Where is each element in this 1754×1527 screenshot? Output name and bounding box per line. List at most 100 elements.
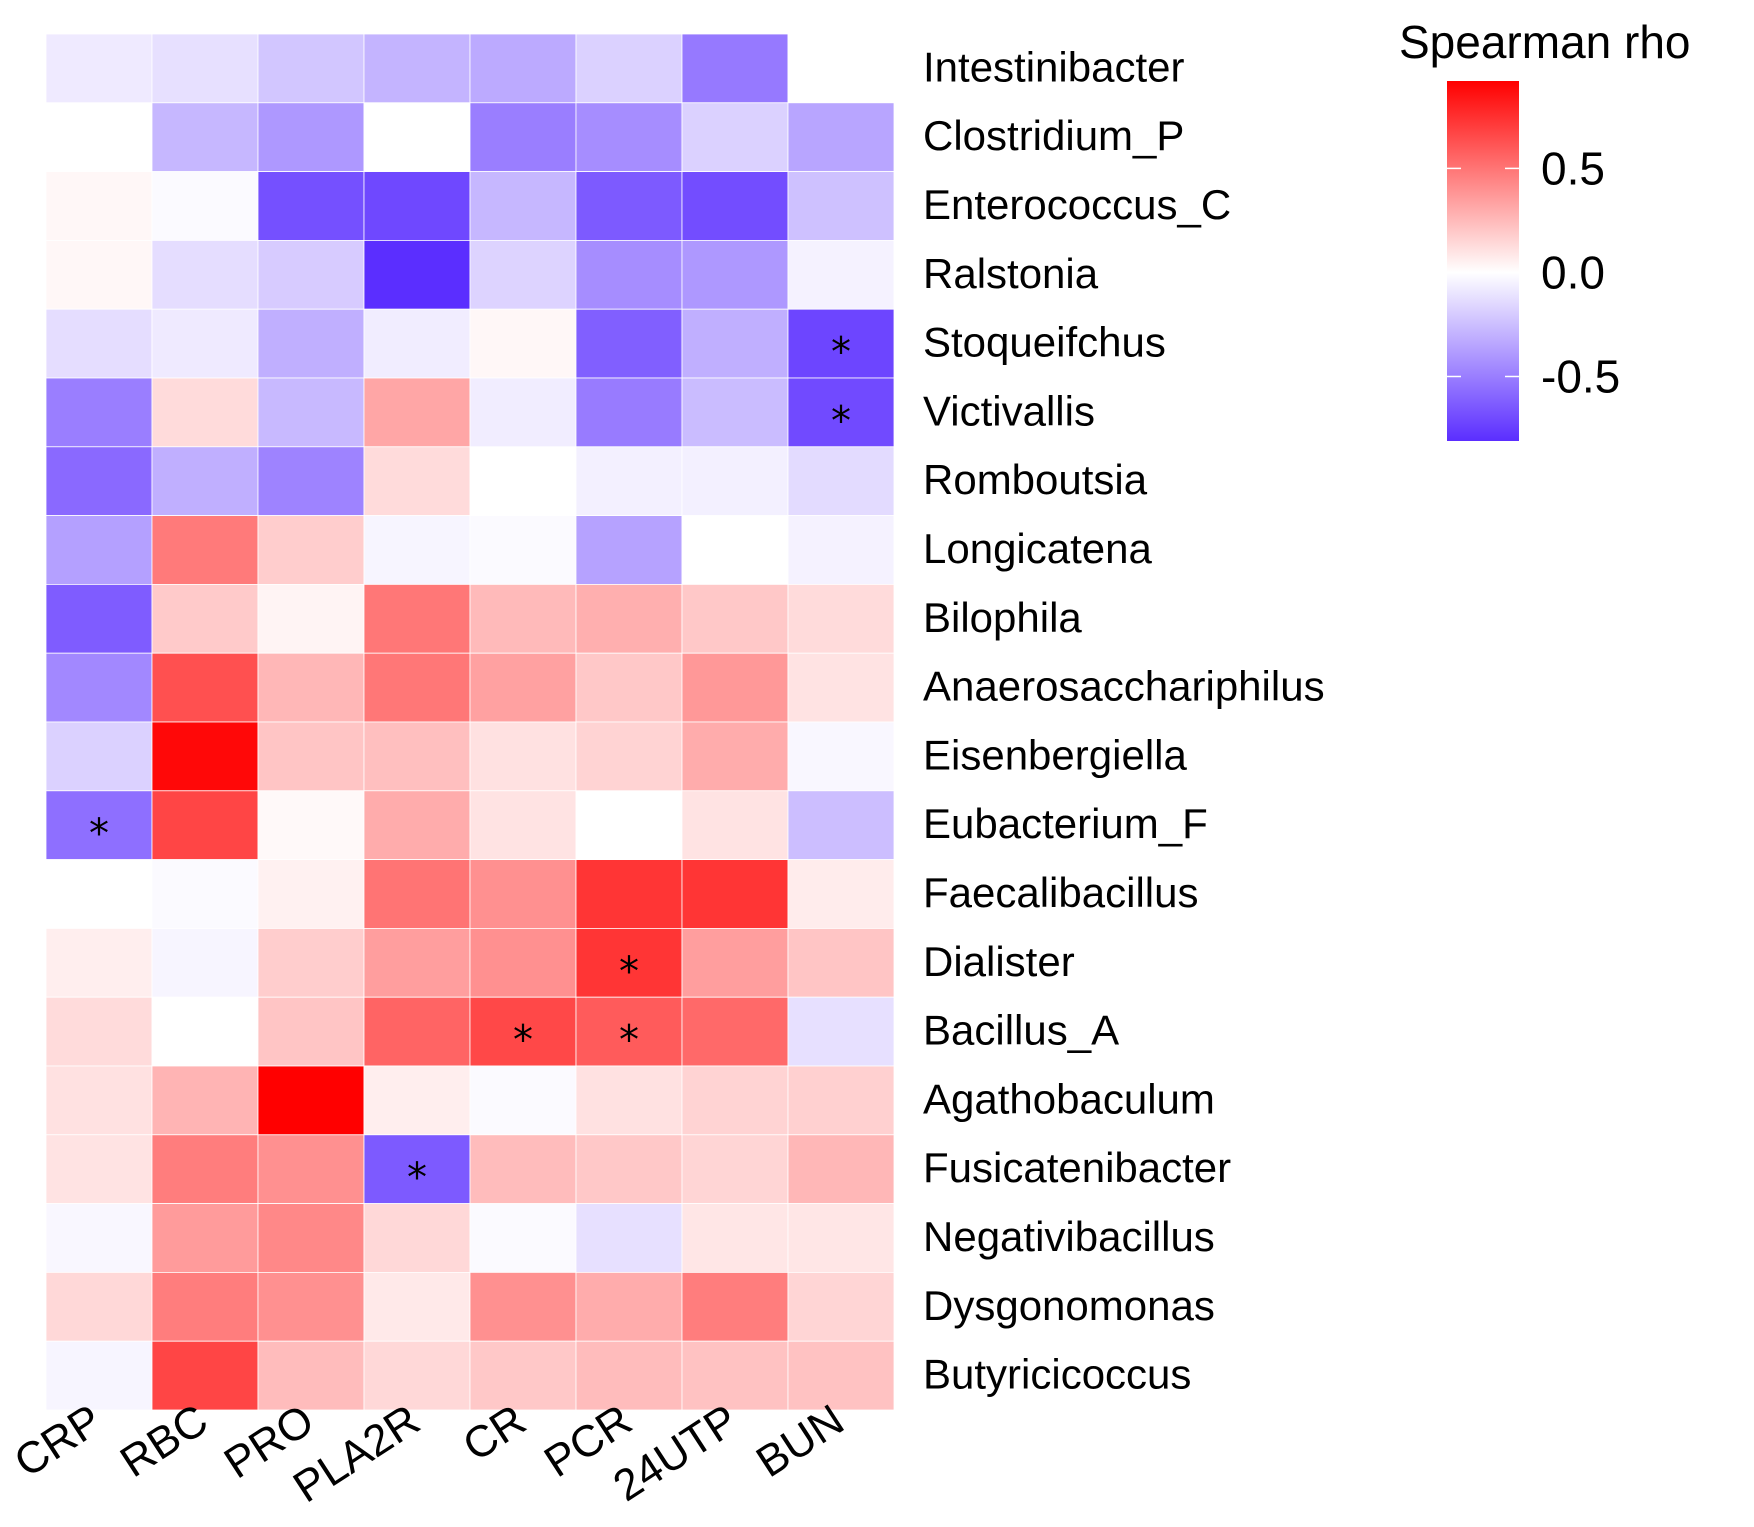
heatmap-cell <box>469 33 577 104</box>
heatmap-cell <box>45 1134 153 1205</box>
heatmap-cell <box>257 1065 365 1136</box>
heatmap-cell <box>575 1272 683 1342</box>
heatmap-cell <box>45 928 153 998</box>
heatmap-cell <box>363 1203 471 1273</box>
heatmap-cell <box>787 584 895 654</box>
heatmap-cell <box>45 239 153 310</box>
heatmap-cell <box>363 1340 471 1411</box>
heatmap-cell <box>575 171 683 241</box>
heatmap-cell <box>257 721 365 792</box>
heatmap-cell <box>151 1203 259 1273</box>
heatmap-cell <box>787 1134 895 1205</box>
heatmap-cell <box>469 308 577 379</box>
heatmap-cell <box>575 652 683 723</box>
heatmap-cell <box>681 1340 789 1411</box>
heatmap-cell <box>257 584 365 654</box>
colorbar <box>1447 81 1519 441</box>
heatmap-cells <box>45 33 895 1411</box>
heatmap-cell <box>469 377 577 448</box>
heatmap-cell <box>575 33 683 104</box>
heatmap-cell <box>575 308 683 379</box>
heatmap-cell <box>787 928 895 998</box>
heatmap-cell <box>151 33 259 104</box>
heatmap-cell <box>787 446 895 516</box>
row-label: Bacillus_A <box>923 1007 1119 1054</box>
heatmap-cell <box>469 790 577 860</box>
heatmap-cell <box>787 1340 895 1411</box>
heatmap-cell <box>681 1065 789 1136</box>
row-label: Enterococcus_C <box>923 181 1231 228</box>
heatmap-cell <box>575 859 683 929</box>
significance-marker: * <box>407 1155 427 1201</box>
heatmap-cell <box>681 790 789 860</box>
row-label: Clostridium_P <box>923 112 1184 159</box>
heatmap-cell <box>45 308 153 379</box>
heatmap-cell <box>151 171 259 241</box>
heatmap-cell <box>469 239 577 310</box>
heatmap-cell <box>257 652 365 723</box>
heatmap-cell <box>151 996 259 1067</box>
heatmap-cell <box>151 1272 259 1342</box>
heatmap-cell <box>45 446 153 516</box>
heatmap-cell <box>469 1203 577 1273</box>
heatmap-cell <box>469 1065 577 1136</box>
heatmap-cell <box>257 515 365 585</box>
heatmap-cell <box>363 239 471 310</box>
heatmap-cell <box>575 1065 683 1136</box>
heatmap-cell <box>257 996 365 1067</box>
colorbar-tick-label: -0.5 <box>1541 350 1620 402</box>
heatmap-cell <box>363 790 471 860</box>
heatmap-cell <box>469 1134 577 1205</box>
heatmap-cell <box>787 996 895 1067</box>
heatmap-cell <box>575 584 683 654</box>
heatmap-cell <box>787 102 895 173</box>
heatmap-cell <box>787 308 895 379</box>
colorbar-tick-label: 0.0 <box>1541 246 1605 298</box>
heatmap-cell <box>45 652 153 723</box>
heatmap-cell <box>151 1340 259 1411</box>
heatmap-cell <box>681 1203 789 1273</box>
heatmap-cell <box>151 308 259 379</box>
heatmap-cell <box>681 308 789 379</box>
heatmap-cell <box>469 996 577 1067</box>
heatmap-cell <box>151 1134 259 1205</box>
heatmap-cell <box>681 515 789 585</box>
heatmap-cell <box>363 171 471 241</box>
heatmap-cell <box>45 1340 153 1411</box>
colorbar-ticks: 0.5 0.0 -0.5 <box>1447 142 1620 402</box>
row-label: Stoqueifchus <box>923 319 1166 366</box>
heatmap-cell <box>151 928 259 998</box>
heatmap-cell <box>257 171 365 241</box>
heatmap-cell <box>363 1272 471 1342</box>
heatmap-cell <box>469 721 577 792</box>
heatmap-cell <box>575 790 683 860</box>
heatmap-cell <box>151 584 259 654</box>
heatmap-cell <box>151 102 259 173</box>
heatmap-cell <box>575 996 683 1067</box>
heatmap-cell <box>257 377 365 448</box>
heatmap-cell <box>469 102 577 173</box>
heatmap-cell <box>257 790 365 860</box>
significance-marker: * <box>619 1018 639 1064</box>
heatmap-cell <box>469 584 577 654</box>
heatmap-cell <box>681 859 789 929</box>
heatmap-cell <box>575 1340 683 1411</box>
heatmap-cell <box>363 33 471 104</box>
heatmap-cell <box>257 239 365 310</box>
heatmap-cell <box>787 33 895 104</box>
heatmap-cell <box>363 928 471 998</box>
heatmap-cell <box>575 515 683 585</box>
heatmap-cell <box>787 515 895 585</box>
heatmap-cell <box>151 515 259 585</box>
significance-marker: * <box>513 1018 533 1064</box>
heatmap-cell <box>575 446 683 516</box>
heatmap-cell <box>575 377 683 448</box>
row-label: Fusicatenibacter <box>923 1144 1231 1191</box>
column-label: 24UTP <box>605 1395 747 1511</box>
heatmap-cell <box>787 377 895 448</box>
row-label: Anaerosacchariphilus <box>923 663 1325 710</box>
heatmap-cell <box>469 928 577 998</box>
row-label: Negativibacillus <box>923 1213 1215 1260</box>
row-label: Eubacterium_F <box>923 800 1208 847</box>
